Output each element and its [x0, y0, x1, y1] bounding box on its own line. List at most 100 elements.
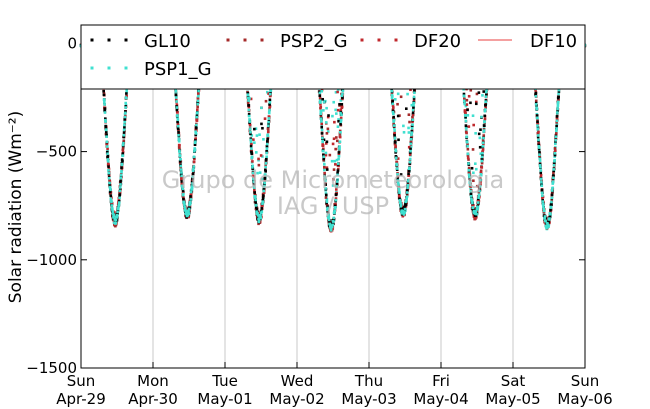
data-point [324, 153, 328, 157]
data-point [176, 116, 179, 120]
data-point [478, 177, 482, 180]
data-point [174, 93, 178, 97]
data-point [539, 173, 543, 177]
data-point [334, 197, 338, 200]
data-point [397, 185, 401, 189]
data-point [332, 168, 336, 171]
data-point [124, 110, 127, 113]
data-point [122, 131, 126, 134]
data-point [556, 104, 560, 107]
data-point [336, 90, 339, 94]
data-point [411, 113, 415, 117]
data-point [472, 123, 475, 127]
data-point [336, 108, 340, 112]
data-point [409, 145, 413, 148]
data-point [114, 220, 118, 224]
data-point [104, 130, 108, 134]
data-point [102, 93, 106, 97]
data-point [484, 106, 487, 109]
data-point [537, 141, 541, 145]
data-point [265, 155, 268, 159]
data-point [407, 145, 411, 149]
data-point [326, 130, 330, 133]
data-point [466, 114, 470, 117]
data-point [196, 92, 200, 95]
data-point [396, 157, 400, 160]
data-point [320, 122, 324, 126]
data-point [393, 131, 396, 135]
data-point [481, 148, 485, 151]
data-point [117, 198, 121, 202]
data-point [534, 99, 538, 103]
data-point [554, 137, 558, 141]
data-point [250, 148, 253, 152]
data-point [193, 157, 196, 161]
data-point [121, 150, 125, 154]
data-point [120, 168, 124, 171]
data-point [471, 148, 475, 151]
data-point [396, 175, 400, 178]
data-point [120, 166, 123, 170]
data-point [181, 182, 184, 185]
data-point [338, 135, 342, 139]
data-point [250, 134, 254, 137]
data-point [552, 171, 555, 175]
data-point [176, 127, 180, 131]
data-point [338, 129, 342, 133]
data-point [182, 196, 185, 199]
data-point [407, 173, 411, 177]
data-point [479, 152, 483, 156]
data-point [124, 101, 128, 105]
data-point [123, 118, 127, 121]
data-point [464, 104, 468, 108]
data-point [332, 100, 336, 104]
data-point [328, 153, 332, 157]
data-point [181, 189, 185, 193]
data-point [247, 105, 251, 109]
data-point [339, 108, 343, 112]
data-point [108, 190, 112, 194]
data-point [336, 88, 340, 91]
data-point [474, 217, 477, 221]
data-point [252, 138, 255, 141]
data-point [482, 134, 486, 137]
data-point [103, 109, 106, 112]
data-point [555, 130, 558, 134]
data-point [178, 160, 182, 163]
data-point [334, 147, 337, 151]
data-point [409, 139, 413, 143]
data-point [475, 184, 479, 188]
data-point [106, 154, 110, 158]
data-point [555, 116, 559, 120]
data-point [192, 160, 196, 164]
data-point [467, 158, 470, 161]
data-point [261, 192, 265, 196]
data-point [480, 166, 484, 169]
data-point [105, 133, 108, 137]
data-point [467, 166, 471, 170]
data-point [393, 142, 397, 146]
data-point [125, 94, 128, 98]
data-point [406, 92, 409, 96]
data-point [107, 165, 110, 168]
data-point [189, 193, 193, 197]
data-point [103, 107, 107, 110]
data-point [180, 180, 184, 183]
data-point [331, 184, 335, 187]
data-point [462, 97, 466, 101]
data-point [402, 131, 406, 134]
data-point [176, 122, 180, 125]
data-point [103, 101, 106, 105]
data-point [555, 122, 559, 126]
data-point [390, 96, 394, 100]
data-point [411, 120, 414, 124]
data-point [260, 204, 264, 208]
data-point [319, 109, 323, 113]
data-point [106, 147, 109, 151]
data-point [194, 137, 197, 140]
data-point [175, 103, 179, 107]
data-point [107, 167, 111, 170]
data-point [476, 203, 480, 207]
data-point [187, 215, 190, 219]
data-point [323, 171, 326, 175]
